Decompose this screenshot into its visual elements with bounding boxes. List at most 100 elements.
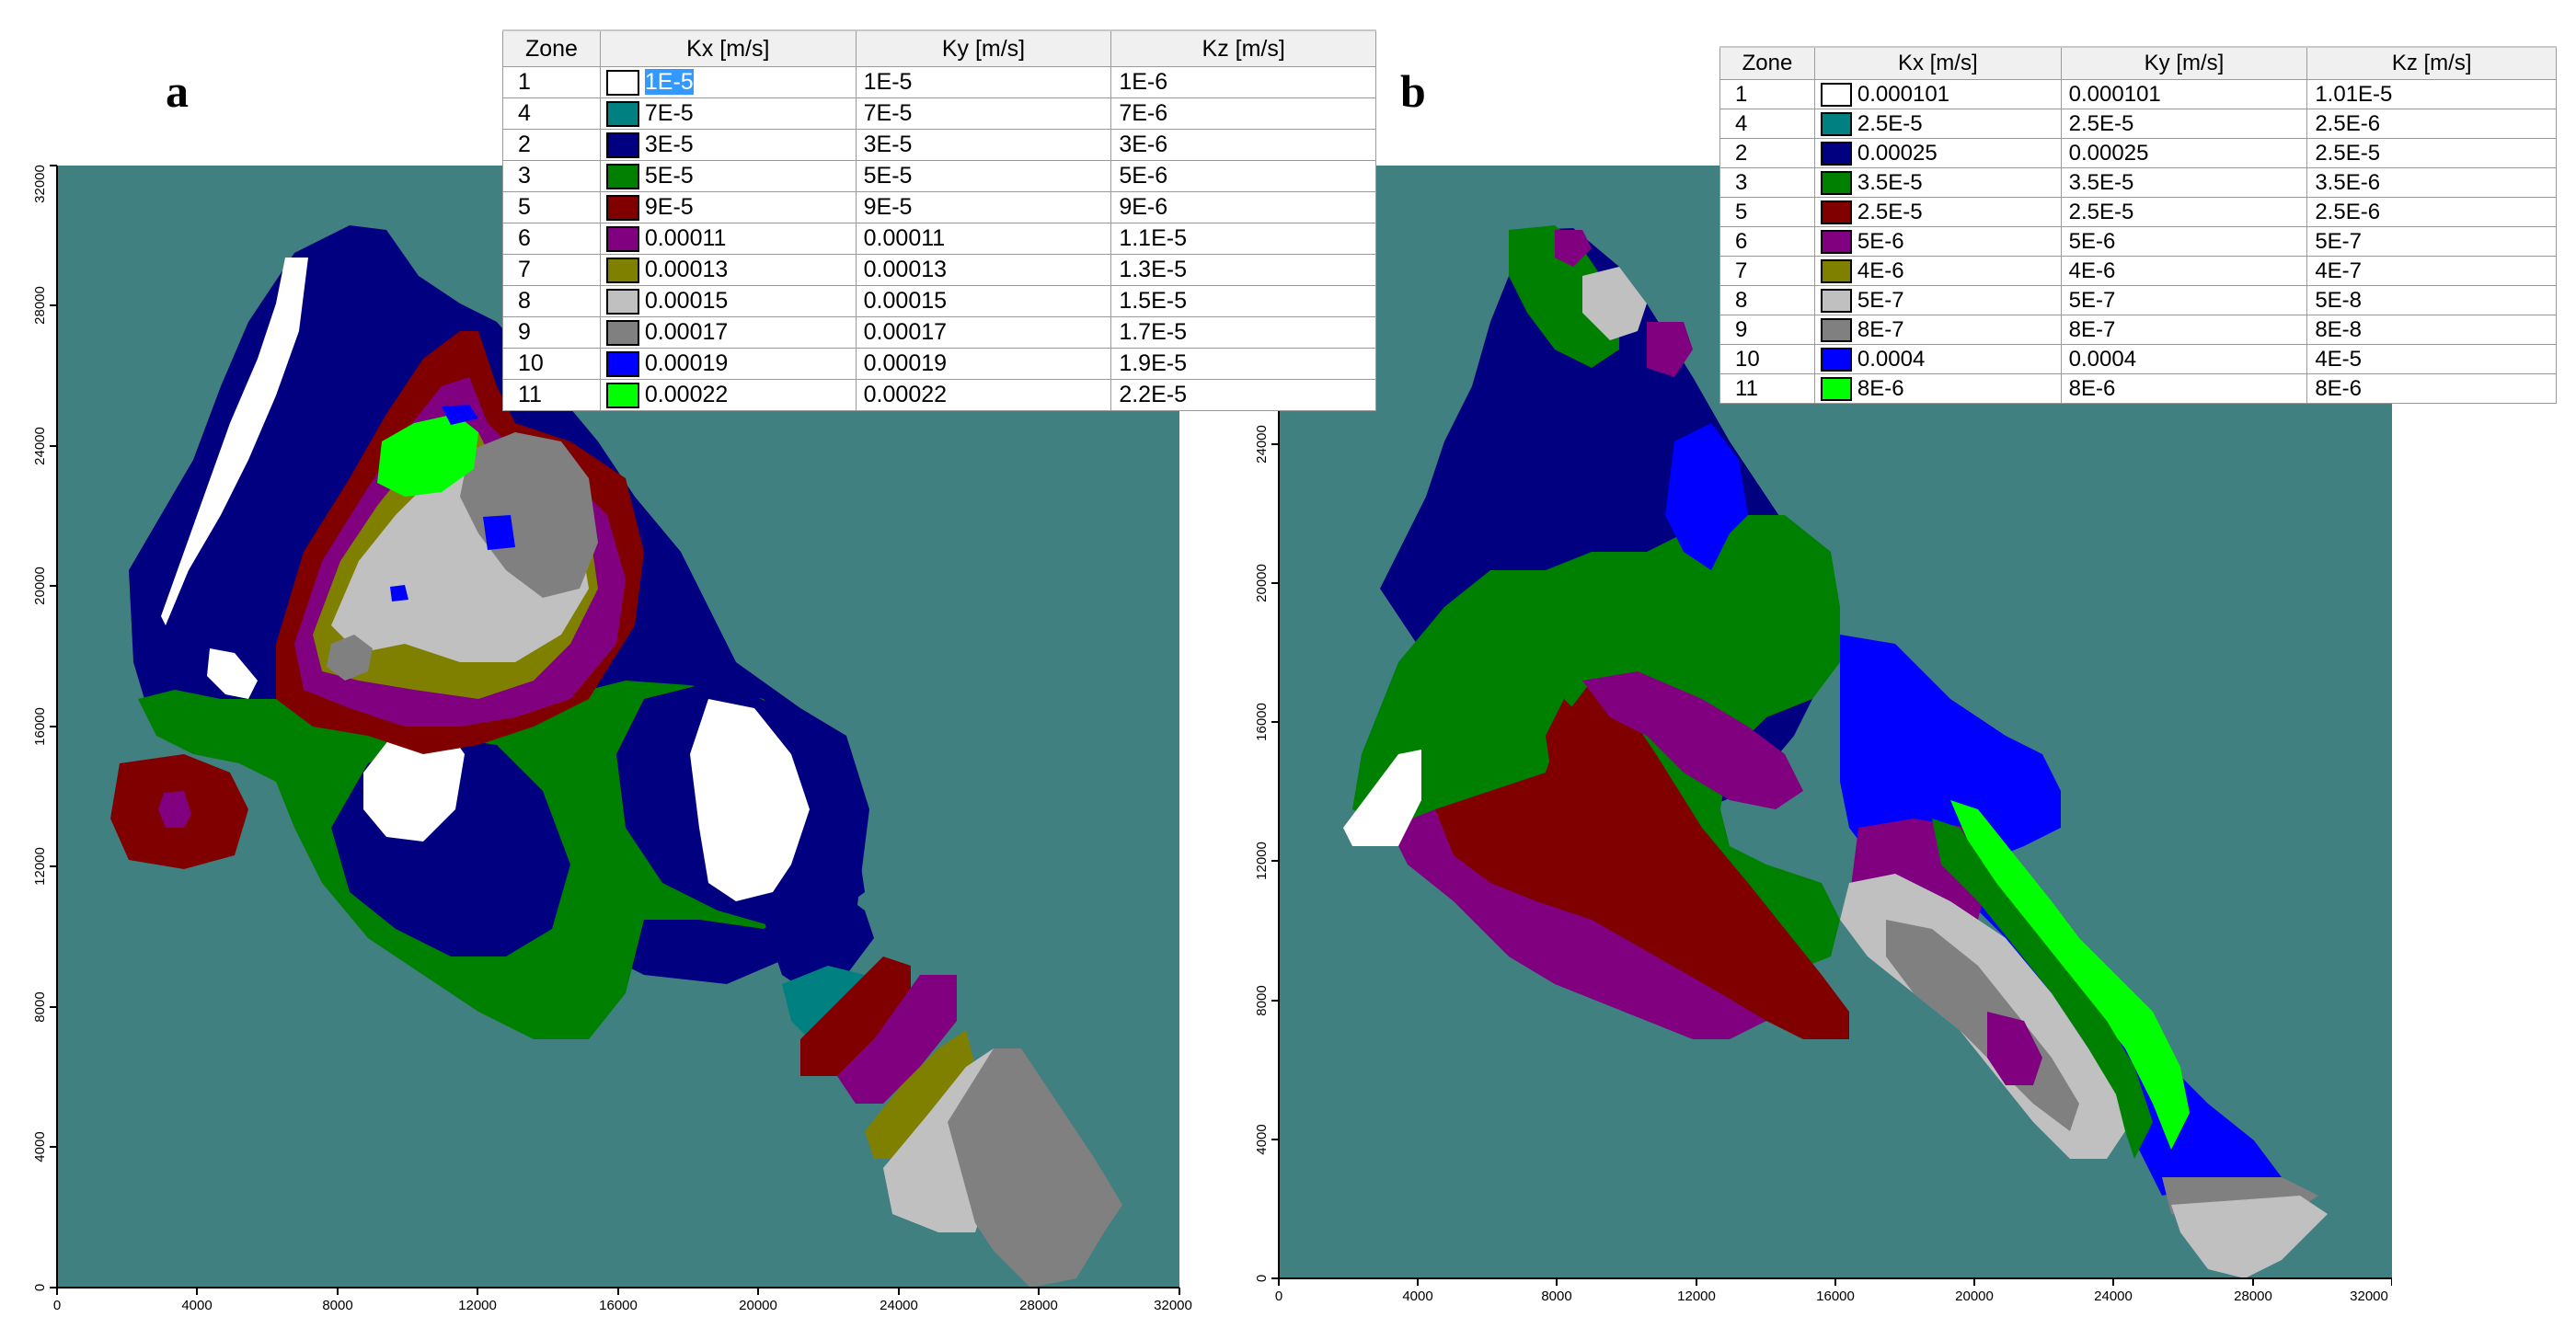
table-row[interactable]: 1 1E-5 1E-5 1E-6: [502, 66, 1376, 98]
column-header-kz[interactable]: Kz [m/s]: [2306, 46, 2557, 80]
kz-cell[interactable]: 7E-6: [1110, 97, 1376, 130]
ky-cell[interactable]: 9E-5: [855, 191, 1112, 223]
zone-color-swatch[interactable]: [605, 226, 639, 253]
kx-cell[interactable]: 2.5E-5: [1813, 197, 2062, 227]
kx-cell[interactable]: 0.00019: [599, 348, 857, 380]
table-row[interactable]: 9 0.00017 0.00017 1.7E-5: [502, 316, 1376, 349]
kx-cell[interactable]: 5E-6: [1813, 226, 2062, 257]
zone-number-cell[interactable]: 2: [502, 129, 601, 161]
ky-cell[interactable]: 5E-5: [855, 160, 1112, 192]
zone-color-swatch[interactable]: [605, 132, 639, 159]
table-row[interactable]: 4 2.5E-5 2.5E-5 2.5E-6: [1719, 109, 2557, 139]
zone-color-swatch[interactable]: [1820, 112, 1852, 137]
kx-cell[interactable]: 8E-7: [1813, 315, 2062, 345]
kz-cell[interactable]: 5E-7: [2306, 226, 2557, 257]
zone-color-swatch[interactable]: [1820, 318, 1852, 343]
kx-cell[interactable]: 0.00022: [599, 379, 857, 411]
kz-cell[interactable]: 5E-6: [1110, 160, 1376, 192]
kz-cell[interactable]: 1.7E-5: [1110, 316, 1376, 349]
kx-cell[interactable]: 0.00017: [599, 316, 857, 349]
table-row[interactable]: 3 5E-5 5E-5 5E-6: [502, 160, 1376, 192]
kx-value[interactable]: 1E-5: [644, 68, 694, 95]
zone-number-cell[interactable]: 4: [502, 97, 601, 130]
zone-color-swatch[interactable]: [605, 351, 639, 378]
kz-cell[interactable]: 8E-6: [2306, 373, 2557, 404]
table-row[interactable]: 5 2.5E-5 2.5E-5 2.5E-6: [1719, 197, 2557, 227]
ky-cell[interactable]: 8E-6: [2060, 373, 2308, 404]
zone-number-cell[interactable]: 8: [1719, 285, 1815, 315]
zone-number-cell[interactable]: 11: [1719, 373, 1815, 404]
kz-cell[interactable]: 2.5E-6: [2306, 109, 2557, 139]
zone-color-swatch[interactable]: [1820, 200, 1852, 225]
kx-value[interactable]: 2.5E-5: [1857, 199, 1923, 224]
kx-cell[interactable]: 0.00013: [599, 254, 857, 286]
table-row[interactable]: 2 0.00025 0.00025 2.5E-5: [1719, 138, 2557, 168]
zone-color-swatch[interactable]: [1820, 171, 1852, 196]
table-row[interactable]: 7 4E-6 4E-6 4E-7: [1719, 256, 2557, 286]
kx-value[interactable]: 3.5E-5: [1857, 169, 1923, 195]
kx-cell[interactable]: 5E-5: [599, 160, 857, 192]
kx-cell[interactable]: 8E-6: [1813, 373, 2062, 404]
zone-number-cell[interactable]: 6: [502, 223, 601, 255]
ky-cell[interactable]: 1E-5: [855, 66, 1112, 98]
ky-cell[interactable]: 2.5E-5: [2060, 109, 2308, 139]
table-row[interactable]: 4 7E-5 7E-5 7E-6: [502, 97, 1376, 130]
kx-cell[interactable]: 5E-7: [1813, 285, 2062, 315]
zone-number-cell[interactable]: 9: [1719, 315, 1815, 345]
kx-cell[interactable]: 0.000101: [1813, 79, 2062, 109]
ky-cell[interactable]: 5E-7: [2060, 285, 2308, 315]
ky-cell[interactable]: 0.00015: [855, 285, 1112, 317]
kz-cell[interactable]: 1.3E-5: [1110, 254, 1376, 286]
zone-number-cell[interactable]: 1: [1719, 79, 1815, 109]
ky-cell[interactable]: 0.0004: [2060, 344, 2308, 374]
kx-value[interactable]: 5E-6: [1857, 228, 1904, 254]
kx-value[interactable]: 5E-5: [644, 162, 694, 189]
kx-value[interactable]: 4E-6: [1857, 258, 1904, 283]
zone-color-swatch[interactable]: [605, 101, 639, 128]
kx-value[interactable]: 9E-5: [644, 193, 694, 220]
zone-number-cell[interactable]: 7: [502, 254, 601, 286]
kz-cell[interactable]: 4E-7: [2306, 256, 2557, 286]
column-header-zone[interactable]: Zone: [502, 29, 601, 67]
zone-number-cell[interactable]: 5: [502, 191, 601, 223]
kx-value[interactable]: 5E-7: [1857, 287, 1904, 313]
zone-number-cell[interactable]: 10: [502, 348, 601, 380]
zone-color-swatch[interactable]: [1820, 259, 1852, 284]
kx-value[interactable]: 0.00022: [644, 381, 729, 407]
kz-cell[interactable]: 8E-8: [2306, 315, 2557, 345]
ky-cell[interactable]: 3.5E-5: [2060, 167, 2308, 198]
zone-number-cell[interactable]: 3: [502, 160, 601, 192]
kz-cell[interactable]: 2.5E-5: [2306, 138, 2557, 168]
zone-number-cell[interactable]: 11: [502, 379, 601, 411]
kz-cell[interactable]: 1E-6: [1110, 66, 1376, 98]
kx-cell[interactable]: 0.00015: [599, 285, 857, 317]
table-row[interactable]: 5 9E-5 9E-5 9E-6: [502, 191, 1376, 223]
kz-cell[interactable]: 1.9E-5: [1110, 348, 1376, 380]
zone-color-swatch[interactable]: [1820, 348, 1852, 372]
kz-cell[interactable]: 3E-6: [1110, 129, 1376, 161]
column-header-zone[interactable]: Zone: [1719, 46, 1815, 80]
kx-value[interactable]: 0.000101: [1857, 81, 1950, 107]
zone-color-swatch[interactable]: [1820, 377, 1852, 402]
kz-cell[interactable]: 4E-5: [2306, 344, 2557, 374]
kx-value[interactable]: 0.00015: [644, 287, 729, 314]
kx-cell[interactable]: 3.5E-5: [1813, 167, 2062, 198]
zone-number-cell[interactable]: 1: [502, 66, 601, 98]
zone-color-swatch[interactable]: [1820, 83, 1852, 108]
zone-number-cell[interactable]: 8: [502, 285, 601, 317]
kz-cell[interactable]: 1.01E-5: [2306, 79, 2557, 109]
table-row[interactable]: 11 8E-6 8E-6 8E-6: [1719, 373, 2557, 404]
kz-cell[interactable]: 1.1E-5: [1110, 223, 1376, 255]
kx-value[interactable]: 2.5E-5: [1857, 110, 1923, 136]
zone-color-swatch[interactable]: [1820, 289, 1852, 314]
kx-cell[interactable]: 9E-5: [599, 191, 857, 223]
kx-cell[interactable]: 2.5E-5: [1813, 109, 2062, 139]
kx-cell[interactable]: 1E-5: [599, 66, 857, 98]
ky-cell[interactable]: 5E-6: [2060, 226, 2308, 257]
zone-color-swatch[interactable]: [605, 383, 639, 409]
table-row[interactable]: 10 0.00019 0.00019 1.9E-5: [502, 348, 1376, 380]
kx-value[interactable]: 8E-6: [1857, 375, 1904, 401]
kz-cell[interactable]: 2.5E-6: [2306, 197, 2557, 227]
table-row[interactable]: 2 3E-5 3E-5 3E-6: [502, 129, 1376, 161]
zone-number-cell[interactable]: 5: [1719, 197, 1815, 227]
